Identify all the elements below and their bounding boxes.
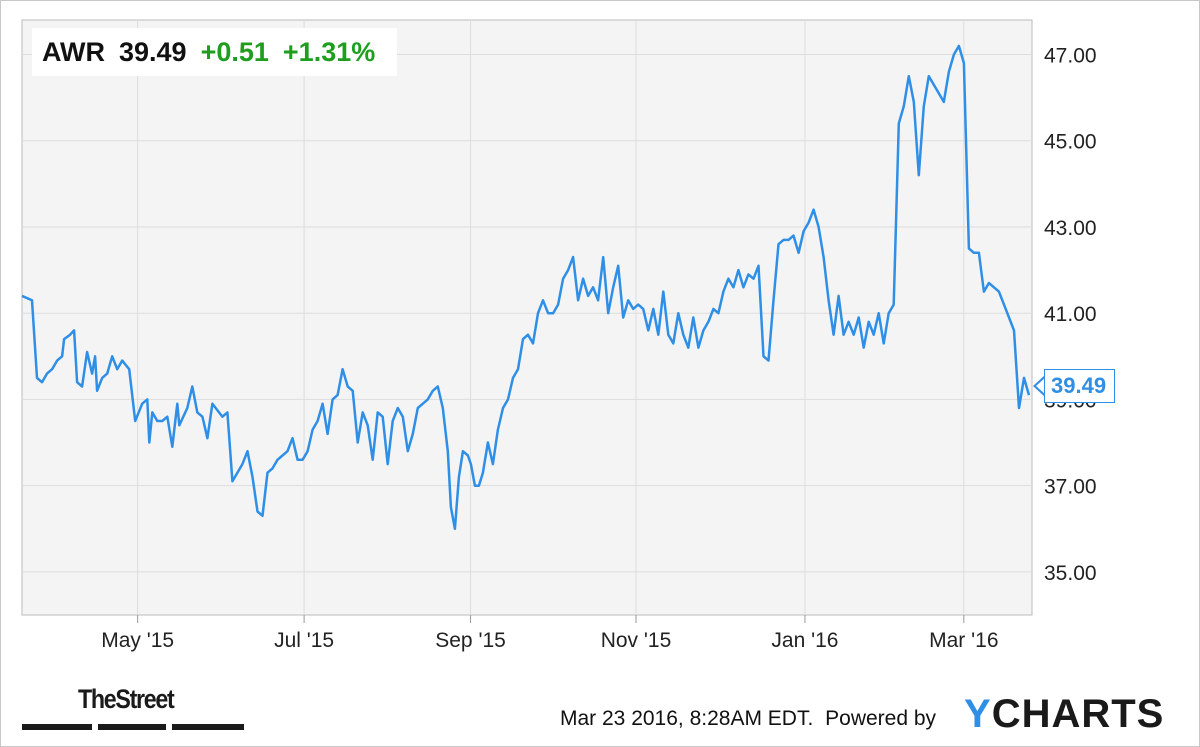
powered-by-text: Powered by [825,707,937,730]
y-tick-label: 47.00 [1044,44,1097,67]
ycharts-logo-text: CHARTS [991,692,1165,736]
footer-timestamp: Mar 23 2016, 8:28AM EDT. Powered by [560,707,936,731]
logo-bar [172,724,244,730]
ticker-price: 39.49 [119,36,187,67]
ticker-change-percent: +1.31% [282,36,376,67]
logo-bar [98,724,166,730]
y-tick-label: 45.00 [1044,131,1097,154]
x-tick-label: Nov '15 [601,629,672,652]
timestamp-text: Mar 23 2016, 8:28AM EDT. [560,707,814,730]
ticker-summary: AWR 39.49 +0.51 +1.31% [32,28,398,76]
x-tick-label: Jul '15 [274,629,334,652]
price-tag-pointer-inner [1036,377,1046,395]
x-tick-label: Jan '16 [771,629,838,652]
y-tick-label: 37.00 [1044,476,1097,499]
ycharts-logo[interactable]: YCHARTS [964,692,1164,737]
x-tick-label: Mar '16 [929,629,998,652]
y-tick-label: 41.00 [1044,303,1097,326]
y-tick-label: 35.00 [1044,562,1097,585]
ycharts-logo-y: Y [964,692,992,736]
plot-area [21,19,1033,616]
ticker-change: +0.51 [200,36,269,67]
grid-lines [22,20,1032,615]
ticker-symbol: AWR [42,36,105,67]
x-axis-ticks: May '15 Jul '15 Sep '15 Nov '15 Jan '16 Mar '… [101,615,999,652]
y-tick-label: 43.00 [1044,217,1097,240]
x-tick-label: Sep '15 [435,629,506,652]
last-price-tag: 39.49 [1044,369,1116,403]
x-tick-label: May '15 [101,629,174,652]
price-series-line [21,44,1031,531]
thestreet-wordmark: TheStreet [78,684,175,714]
logo-bar [22,724,92,730]
